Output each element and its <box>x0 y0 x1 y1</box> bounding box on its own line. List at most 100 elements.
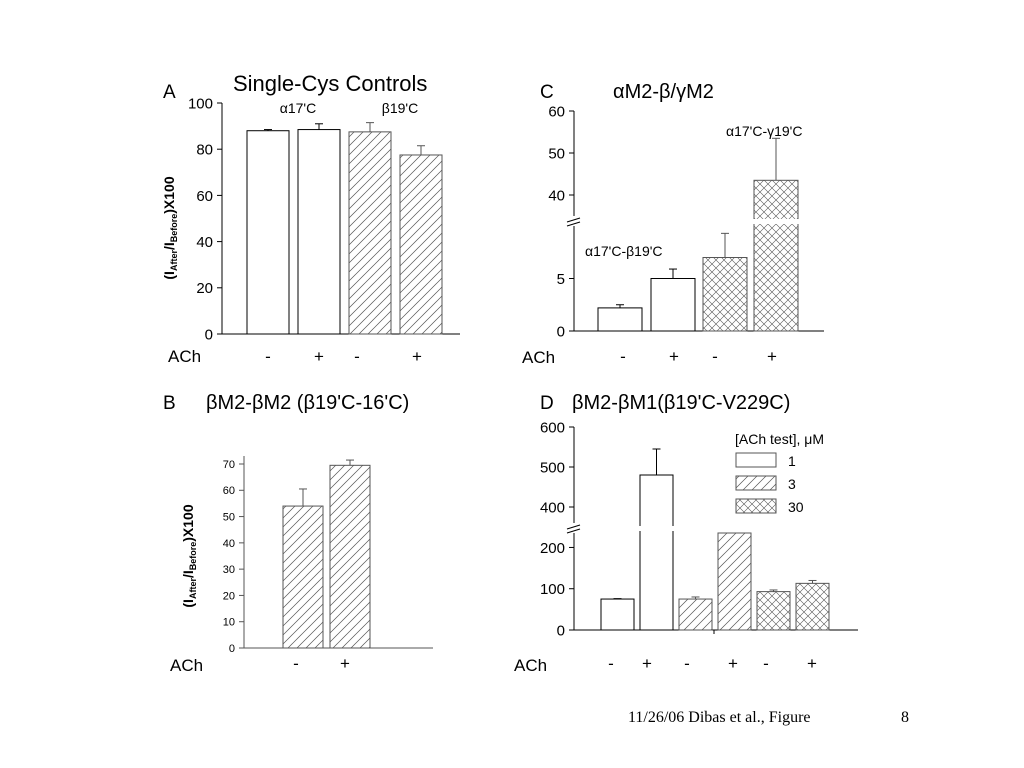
axis-break-gap <box>753 219 799 224</box>
svg-text:(IAfter/IBefore)X100: (IAfter/IBefore)X100 <box>180 504 198 607</box>
x-category-label: - <box>608 654 614 673</box>
bar <box>282 505 324 649</box>
panel-label-c: C <box>540 82 554 103</box>
legend-label: 1 <box>788 453 796 469</box>
y-tick-label: 60 <box>548 103 565 120</box>
panel-label-a: A <box>163 82 176 103</box>
page-number: 8 <box>901 709 909 726</box>
y-tick-label: 30 <box>223 564 235 576</box>
panel-c-xlabel: ACh <box>522 348 555 367</box>
y-tick-label: 40 <box>196 234 213 251</box>
y-tick-label: 100 <box>540 581 565 598</box>
panel-c-title: αM2-β/γM2 <box>613 81 714 103</box>
axis-break-mark <box>566 217 581 223</box>
legend-label: 3 <box>788 476 796 492</box>
bar <box>597 307 643 332</box>
y-tick-label: 400 <box>540 499 565 516</box>
bar <box>639 474 674 631</box>
panel-d-bars: - + - + - + <box>600 448 830 673</box>
panel-a-xlabel: ACh <box>168 347 201 366</box>
legend-swatch-hatch <box>735 475 777 491</box>
panel-b-title: βM2-βM2 (β19'C-16'C) <box>206 392 409 414</box>
legend-title: [ACh test], μM <box>735 431 824 447</box>
x-category-label: + <box>669 347 679 366</box>
y-ticks: 0 100 200 400 500 600 <box>540 419 574 639</box>
panel-label-b: B <box>163 393 176 414</box>
y-ticks: 0 5 40 50 60 <box>548 103 574 340</box>
x-category-label: - <box>354 347 360 366</box>
y-tick-label: 60 <box>223 485 235 497</box>
panel-b-xlabel: ACh <box>170 656 203 675</box>
y-ticks: 0 10 20 30 40 50 60 70 <box>223 459 244 655</box>
panel-a: A Single-Cys Controls (IAfter/IBefore)X1… <box>161 71 460 366</box>
bar <box>399 154 443 335</box>
panel-c: C αM2-β/γM2 0 5 40 50 60 - + - + α17'C-β19'C α1… <box>522 81 824 367</box>
x-category-label: + <box>340 654 350 673</box>
x-category-label: + <box>728 654 738 673</box>
y-tick-label: 0 <box>205 326 213 343</box>
y-tick-label: 0 <box>557 323 565 340</box>
y-tick-label: 5 <box>557 271 565 288</box>
y-tick-label: 50 <box>223 512 235 524</box>
x-category-label: + <box>642 654 652 673</box>
bar <box>753 179 799 332</box>
x-category-label: + <box>314 347 324 366</box>
y-tick-label: 70 <box>223 459 235 471</box>
panel-b: B βM2-βM2 (β19'C-16'C) (IAfter/IBefore)X… <box>163 392 433 675</box>
panel-b-ylabel: (IAfter/IBefore)X100 <box>180 504 198 607</box>
y-tick-label: 20 <box>196 280 213 297</box>
axis-break-mark <box>566 524 581 530</box>
y-tick-label: 20 <box>223 590 235 602</box>
axis-break-gap <box>639 526 674 531</box>
x-category-label: - <box>712 347 718 366</box>
bar <box>650 278 696 332</box>
x-category-label: - <box>684 654 690 673</box>
x-category-label: - <box>620 347 626 366</box>
x-category-label: + <box>807 654 817 673</box>
panel-c-bars: - + - + <box>597 137 799 366</box>
y-tick-label: 80 <box>196 142 213 159</box>
panel-label-d: D <box>540 393 554 414</box>
panel-a-axes: 0 20 40 60 80 100 <box>188 95 460 343</box>
bar <box>795 582 830 631</box>
group-label: β19'C <box>382 100 418 116</box>
y-tick-label: 0 <box>229 643 235 655</box>
bar <box>329 464 371 649</box>
panel-d: D βM2-βM1(β19'C-V229C) 0100200400500600 … <box>514 392 858 675</box>
y-tick-label: 40 <box>223 538 235 550</box>
panel-a-title: Single-Cys Controls <box>233 71 427 96</box>
axis-break-mark <box>566 528 581 534</box>
legend-swatch-blank <box>735 452 777 468</box>
y-tick-label: 10 <box>223 617 235 629</box>
bar <box>702 257 748 332</box>
bar <box>348 131 392 335</box>
legend-label: 30 <box>788 499 804 515</box>
bar <box>678 598 713 631</box>
svg-text:(IAfter/IBefore)X100: (IAfter/IBefore)X100 <box>161 176 179 279</box>
y-tick-label: 60 <box>196 188 213 205</box>
bar <box>717 532 752 631</box>
x-category-label: - <box>763 654 769 673</box>
legend-swatch-crosshatch <box>735 498 777 514</box>
panel-c-annotation: α17'C-β19'C <box>585 243 663 259</box>
group-label: α17'C <box>280 100 316 116</box>
x-category-label: - <box>265 347 271 366</box>
y-tick-label: 100 <box>188 95 213 112</box>
y-tick-label: 0 <box>557 622 565 639</box>
axis-break-mark <box>566 221 581 227</box>
bar <box>297 129 341 335</box>
x-category-label: + <box>412 347 422 366</box>
panel-a-bars: - + - + α17'C β19'C <box>246 100 443 366</box>
panel-d-title: βM2-βM1(β19'C-V229C) <box>572 392 790 414</box>
y-tick-label: 500 <box>540 459 565 476</box>
panel-c-annotation: α17'C-γ19'C <box>726 123 802 139</box>
panel-a-ylabel: (IAfter/IBefore)X100 <box>161 176 179 279</box>
bar <box>756 591 791 631</box>
bar <box>246 130 290 335</box>
slide-footer: 11/26/06 Dibas et al., Figure 8 <box>628 709 928 727</box>
y-tick-label: 200 <box>540 540 565 557</box>
x-category-label: - <box>293 654 299 673</box>
y-tick-label: 600 <box>540 419 565 436</box>
x-category-label: + <box>767 347 777 366</box>
